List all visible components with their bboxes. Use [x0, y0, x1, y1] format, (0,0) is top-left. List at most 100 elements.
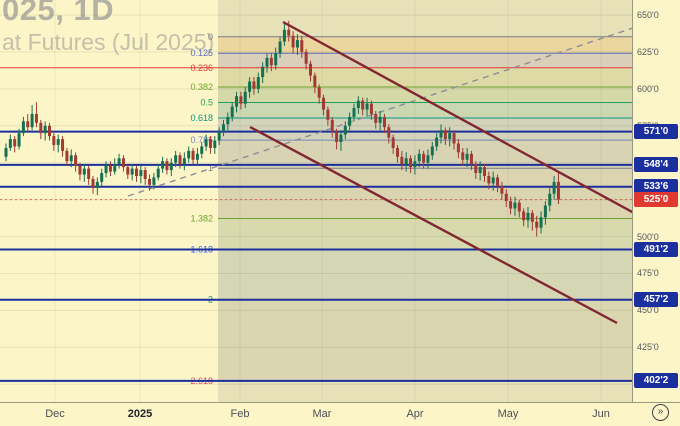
- candle-body: [435, 137, 439, 147]
- candle-body: [382, 116, 386, 128]
- time-axis-label: Feb: [230, 408, 250, 420]
- candle-body: [235, 96, 239, 107]
- candle-body: [104, 165, 108, 174]
- candle-body: [182, 158, 186, 165]
- candle-body: [287, 29, 291, 36]
- price-tick-label: 600'0: [637, 83, 659, 94]
- fib-level-label: 0: [208, 32, 213, 42]
- price-line-badge: 491'2: [634, 241, 678, 257]
- candle-body: [291, 35, 295, 48]
- price-axis[interactable]: 650'0625'0600'0575'0500'0475'0450'0425'0…: [633, 0, 680, 403]
- price-tick-label: 425'0: [637, 342, 659, 353]
- candle-body: [430, 146, 434, 156]
- candle-body: [413, 161, 417, 168]
- candle-body: [278, 41, 282, 54]
- candle-body: [361, 100, 365, 110]
- price-tick-label: 475'0: [637, 268, 659, 279]
- candle-body: [348, 116, 352, 126]
- candle-body: [222, 124, 225, 132]
- price-tick-label: 500'0: [637, 231, 659, 242]
- candle-body: [148, 178, 152, 185]
- candle-body: [13, 139, 17, 147]
- price-line-badge: 402'2: [634, 373, 678, 389]
- candle-body: [448, 133, 452, 140]
- candle-body: [48, 125, 51, 137]
- candle-body: [82, 168, 86, 175]
- candle-body: [461, 152, 465, 160]
- candle-body: [21, 121, 25, 134]
- price-line-badge: 571'0: [634, 124, 678, 140]
- candle-body: [152, 177, 156, 185]
- candle-body: [230, 106, 234, 117]
- candle-body: [269, 57, 273, 66]
- dashed-trend-layer: [127, 27, 632, 197]
- candle-body: [522, 211, 526, 221]
- candle-body: [556, 181, 560, 200]
- candle-body: [339, 134, 343, 143]
- chart-area[interactable]: 025, 1D at Futures (Jul 2025) 0 0.125 0.23…: [0, 0, 633, 403]
- price-tick-label: 450'0: [637, 305, 659, 316]
- candle-body: [52, 136, 56, 145]
- candle-body: [335, 131, 339, 143]
- candle-body: [543, 205, 547, 218]
- candle-body: [161, 161, 165, 169]
- trend-line: [282, 20, 632, 214]
- candle-body: [43, 125, 47, 134]
- time-axis-label: 2025: [127, 408, 153, 420]
- candle-body: [487, 175, 491, 184]
- candle-body: [200, 146, 204, 154]
- candle-body: [322, 97, 326, 110]
- fib-level-label: 0.125: [190, 48, 213, 58]
- candle-body: [356, 100, 360, 109]
- candle-body: [156, 168, 160, 178]
- candle-body: [304, 51, 308, 64]
- candle-body: [8, 139, 12, 148]
- chart-canvas[interactable]: 00.1250.2360.3820.50.6180.78611.3821.618…: [0, 0, 632, 402]
- candle-body: [309, 63, 312, 76]
- candle-body: [239, 96, 243, 104]
- candle-body: [74, 155, 78, 166]
- last-price-badge: 525'0: [634, 192, 678, 208]
- candle-body: [261, 66, 265, 78]
- candle-body: [378, 116, 382, 123]
- candle-body: [217, 131, 221, 141]
- candle-body: [274, 53, 278, 66]
- fib-level-label: 1: [208, 163, 213, 173]
- candle-body: [530, 212, 534, 222]
- trend-channel: [249, 20, 632, 325]
- candle-body: [187, 150, 191, 159]
- candle-body: [61, 139, 65, 151]
- price-line-badge: 548'4: [634, 157, 678, 173]
- candle-body: [91, 178, 95, 188]
- candle-body: [426, 155, 430, 163]
- time-axis[interactable]: Dec 2025 Feb Mar Apr May Jun: [0, 403, 632, 426]
- candle-body: [165, 161, 169, 171]
- time-axis-label: May: [497, 408, 519, 420]
- candle-body: [65, 150, 69, 162]
- double-chevron-right-icon: »: [657, 406, 664, 417]
- candle-body: [126, 167, 130, 175]
- candle-body: [478, 167, 482, 174]
- time-axis-label: Apr: [406, 408, 424, 420]
- candle-body: [317, 87, 321, 98]
- candles-layer: [4, 20, 560, 237]
- candle-body: [191, 150, 195, 160]
- candle-body: [56, 139, 60, 145]
- candle-body: [369, 103, 373, 114]
- candle-body: [4, 147, 8, 157]
- candle-body: [174, 155, 178, 163]
- fib-level-label: 0.786: [190, 135, 213, 145]
- candle-body: [504, 193, 508, 202]
- candle-body: [100, 173, 104, 182]
- candle-body: [121, 158, 125, 168]
- candle-body: [422, 153, 426, 163]
- candle-body: [226, 116, 230, 125]
- fib-bands-layer: [218, 0, 632, 402]
- go-to-realtime-button[interactable]: »: [652, 404, 669, 421]
- candle-body: [483, 167, 486, 176]
- candle-body: [365, 103, 369, 110]
- candle-body: [139, 170, 143, 176]
- candle-body: [282, 29, 286, 42]
- candle-body: [208, 139, 212, 148]
- candle-body: [409, 158, 413, 168]
